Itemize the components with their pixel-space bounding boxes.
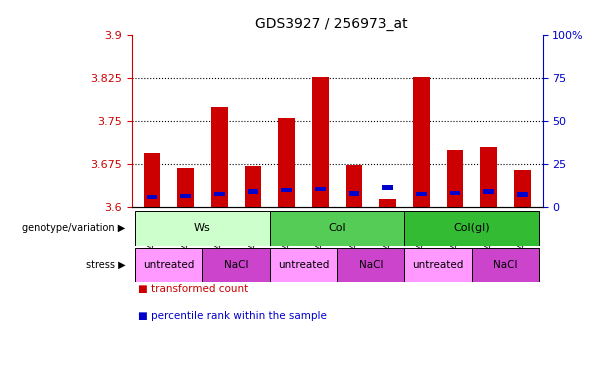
Text: GDS3927 / 256973_at: GDS3927 / 256973_at [255, 17, 407, 31]
Bar [472, 248, 539, 282]
Bar [177, 168, 194, 207]
Bar [517, 192, 528, 197]
Text: Col: Col [329, 223, 346, 233]
Text: stress ▶: stress ▶ [86, 260, 126, 270]
Bar [315, 187, 326, 191]
Text: genotype/variation ▶: genotype/variation ▶ [23, 223, 126, 233]
Bar [214, 192, 225, 196]
Text: ■ transformed count: ■ transformed count [138, 284, 248, 294]
Text: untreated: untreated [413, 260, 464, 270]
Bar [483, 189, 494, 194]
Text: NaCl: NaCl [359, 260, 383, 270]
Bar [382, 185, 393, 190]
Bar [202, 248, 270, 282]
Text: Col(gl): Col(gl) [454, 223, 490, 233]
Bar [270, 211, 405, 246]
Bar [135, 248, 202, 282]
Bar [278, 118, 295, 207]
Bar [413, 77, 430, 207]
Bar [416, 192, 427, 196]
Bar [480, 147, 497, 207]
Bar [405, 211, 539, 246]
Bar [379, 199, 396, 207]
Bar [248, 189, 259, 194]
Text: ■ percentile rank within the sample: ■ percentile rank within the sample [138, 311, 327, 321]
Bar [337, 248, 405, 282]
Bar [449, 190, 460, 195]
Bar [514, 170, 531, 207]
Bar [405, 248, 472, 282]
Bar [143, 153, 161, 207]
Bar [211, 107, 228, 207]
Text: Ws: Ws [194, 223, 211, 233]
Text: NaCl: NaCl [224, 260, 248, 270]
Bar [270, 248, 337, 282]
Bar [147, 195, 158, 199]
Text: NaCl: NaCl [493, 260, 518, 270]
Bar [135, 211, 270, 246]
Text: untreated: untreated [278, 260, 329, 270]
Bar [281, 188, 292, 192]
Bar [245, 166, 261, 207]
Bar [446, 150, 463, 207]
Text: untreated: untreated [143, 260, 194, 270]
Bar [346, 165, 362, 207]
Bar [312, 76, 329, 207]
Bar [180, 194, 191, 198]
Bar [349, 191, 359, 196]
